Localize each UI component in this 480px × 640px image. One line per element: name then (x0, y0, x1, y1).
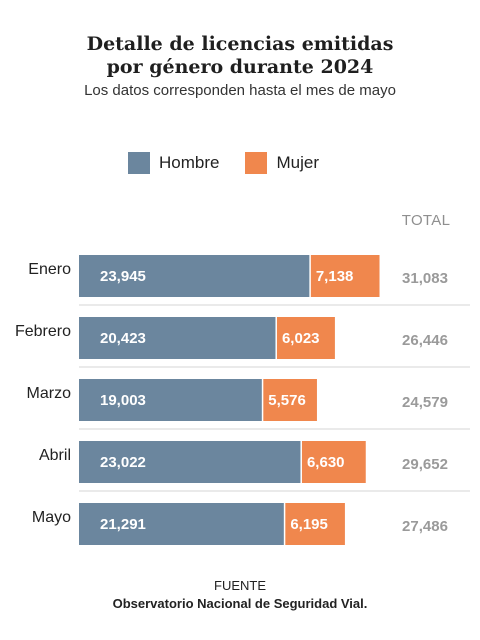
data-label-mujer: 6,195 (290, 516, 328, 533)
total-value: 31,083 (402, 270, 448, 287)
legend-item-mujer: Mujer (245, 152, 319, 174)
bar-hombre (79, 379, 262, 421)
legend-label-mujer: Mujer (276, 153, 319, 172)
total-value: 26,446 (402, 332, 448, 349)
chart-subtitle: Los datos corresponden hasta el mes de m… (84, 82, 396, 99)
data-label-mujer: 6,630 (307, 454, 345, 471)
data-label-hombre: 23,945 (100, 268, 146, 285)
data-label-mujer: 7,138 (316, 268, 354, 285)
bar-mujer (285, 503, 345, 545)
category-label: Abril (39, 447, 71, 464)
bar-hombre (79, 503, 284, 545)
total-value: 24,579 (402, 394, 448, 411)
chart-title-line1: Detalle de licencias emitidas (86, 33, 394, 55)
source-name: Observatorio Nacional de Seguridad Vial. (112, 596, 368, 611)
bar-mujer (276, 317, 335, 359)
legend-item-hombre: Hombre (128, 152, 219, 174)
category-label: Febrero (15, 323, 71, 340)
category-label: Marzo (27, 385, 72, 402)
bar-mujer (263, 379, 317, 421)
chart-title-line2: por género durante 2024 (106, 56, 374, 78)
data-label-hombre: 20,423 (100, 330, 146, 347)
bar-mujer (301, 441, 366, 483)
legend: Hombre Mujer (128, 152, 345, 174)
legend-label-hombre: Hombre (159, 153, 220, 172)
bar-hombre (79, 255, 310, 297)
total-column-header: TOTAL (401, 212, 451, 229)
bar-hombre (79, 317, 276, 359)
legend-swatch-hombre (128, 152, 150, 174)
legend-swatch-mujer (245, 152, 268, 174)
chart-title: Detalle de licencias emitidas por género… (0, 33, 480, 79)
data-label-mujer: 6,023 (282, 330, 320, 347)
data-label-hombre: 21,291 (100, 516, 146, 533)
total-value: 29,652 (402, 456, 448, 473)
source: FUENTE Observatorio Nacional de Segurida… (0, 578, 480, 611)
data-label-mujer: 5,576 (268, 392, 306, 409)
total-value: 27,486 (402, 518, 448, 535)
category-label: Mayo (32, 509, 71, 526)
data-label-hombre: 19,003 (100, 392, 146, 409)
bar-mujer (310, 255, 380, 297)
category-label: Enero (28, 261, 71, 278)
source-label: FUENTE (214, 578, 266, 593)
bar-hombre (79, 441, 301, 483)
data-label-hombre: 23,022 (100, 454, 146, 471)
